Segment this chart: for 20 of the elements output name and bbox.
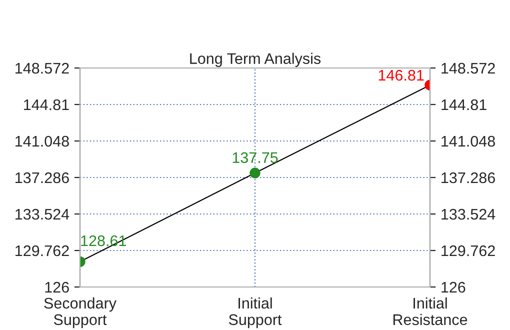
y-tick-label: 129.762	[16, 245, 69, 256]
chart-title: Long Term Analysis	[190, 52, 321, 68]
y2-tick-label: 148.572	[442, 62, 495, 74]
x-tick-label: Secondary Support	[44, 297, 116, 328]
data-label: 146.81	[378, 70, 424, 81]
data-label: 137.75	[232, 152, 278, 164]
y-tick-label: 126	[45, 282, 69, 293]
x-tick-label: Initial Support	[228, 297, 282, 328]
y-tick-label: 148.572	[16, 62, 69, 74]
y2-tick-label: 144.81	[442, 99, 486, 110]
y2-tick-label: 141.048	[442, 136, 495, 147]
y2-tick-label: 126	[442, 282, 466, 293]
y2-tick-label: 137.286	[442, 172, 495, 184]
y-tick-label: 144.81	[24, 99, 69, 110]
y2-tick-label: 133.524	[442, 208, 496, 220]
y-tick-label: 137.286	[16, 172, 69, 184]
y2-tick-label: 129.762	[442, 245, 495, 256]
y-tick-label: 141.048	[16, 136, 69, 147]
y-tick-label: 133.524	[16, 208, 70, 220]
x-tick-label: Initial Resistance	[393, 297, 468, 326]
